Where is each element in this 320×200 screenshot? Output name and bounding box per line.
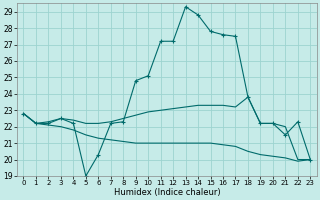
- X-axis label: Humidex (Indice chaleur): Humidex (Indice chaleur): [114, 188, 220, 197]
